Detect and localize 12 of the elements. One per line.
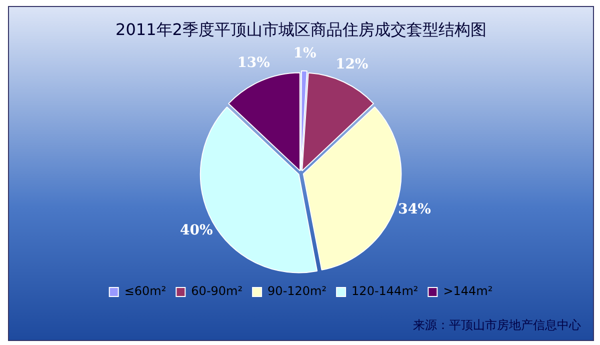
data-label: 40% (180, 222, 213, 238)
source-note: 来源：平顶山市房地产信息中心 (413, 317, 581, 334)
legend-label: >144m² (443, 284, 493, 298)
data-label: 13% (237, 55, 270, 72)
legend-label: 60-90m² (191, 284, 243, 298)
legend-label: 120-144m² (352, 284, 418, 298)
data-label: 12% (335, 56, 368, 73)
chart-title: 2011年2季度平顶山市城区商品住房成交套型结构图 (116, 20, 486, 39)
data-label: 34% (398, 202, 431, 218)
legend-label: 90-120m² (268, 284, 327, 298)
data-label: 1% (293, 45, 316, 62)
legend-label: ≤60m² (124, 284, 166, 298)
